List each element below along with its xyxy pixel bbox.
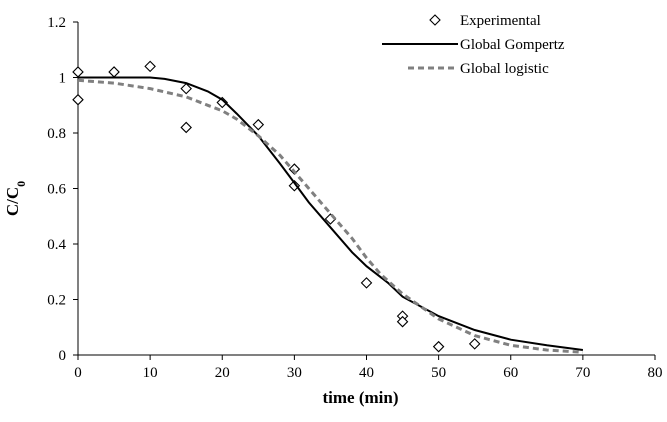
y-axis-ticks: 0 0.2 0.4 0.6 0.8 1 1.2 bbox=[47, 15, 78, 364]
x-tick-label: 60 bbox=[503, 365, 518, 381]
data-point-experimental bbox=[252, 118, 265, 131]
legend-label-global-gompertz: Global Gompertz bbox=[460, 37, 565, 53]
series-line-global-gompertz bbox=[78, 76, 584, 351]
data-point-experimental bbox=[288, 163, 301, 175]
legend-item-global-gompertz: Global Gompertz bbox=[382, 37, 565, 53]
legend-item-experimental: Experimental bbox=[429, 13, 541, 29]
data-point-experimental bbox=[72, 66, 84, 78]
x-tick-label: 70 bbox=[575, 365, 590, 381]
series-experimental bbox=[72, 60, 481, 353]
y-axis-title-main: C/C bbox=[3, 187, 22, 216]
x-axis-ticks: 0 10 20 30 40 50 60 70 80 bbox=[74, 355, 663, 381]
axes bbox=[77, 22, 655, 356]
data-point-experimental bbox=[180, 82, 192, 95]
x-axis-title: time (min) bbox=[322, 388, 398, 407]
x-tick-label: 40 bbox=[359, 365, 374, 381]
x-tick-label: 20 bbox=[215, 365, 230, 381]
legend-label-global-logistic: Global logistic bbox=[460, 61, 549, 77]
series-layer bbox=[72, 60, 584, 354]
data-point-experimental bbox=[288, 179, 301, 192]
x-tick-label: 0 bbox=[74, 365, 82, 381]
x-tick-label: 30 bbox=[287, 365, 302, 381]
legend-item-global-logistic: Global logistic bbox=[408, 61, 549, 77]
legend: Experimental Global Gompertz Global logist… bbox=[382, 13, 565, 77]
y-tick-label: 0.6 bbox=[47, 182, 66, 198]
y-axis-title: C/C0 bbox=[3, 181, 28, 216]
data-point-experimental bbox=[432, 340, 445, 353]
y-axis-title-subscript: 0 bbox=[14, 181, 28, 187]
data-point-experimental bbox=[396, 315, 409, 328]
legend-marker-experimental bbox=[429, 14, 441, 26]
x-tick-label: 50 bbox=[431, 365, 446, 381]
data-point-experimental bbox=[180, 121, 192, 134]
y-tick-label: 1 bbox=[59, 71, 67, 87]
data-point-experimental bbox=[360, 277, 373, 289]
y-tick-label: 1.2 bbox=[47, 15, 66, 31]
legend-label-experimental: Experimental bbox=[460, 13, 541, 29]
data-point-experimental bbox=[468, 338, 481, 350]
series-global-gompertz bbox=[78, 76, 584, 351]
data-point-experimental bbox=[72, 93, 84, 106]
x-tick-label: 80 bbox=[648, 365, 663, 381]
data-point-experimental bbox=[108, 66, 120, 78]
x-tick-label: 10 bbox=[143, 365, 158, 381]
series-global-logistic bbox=[77, 78, 583, 354]
data-point-experimental bbox=[216, 96, 229, 109]
series-line-global-logistic bbox=[77, 78, 583, 354]
y-tick-label: 0 bbox=[59, 348, 67, 364]
y-tick-label: 0.2 bbox=[47, 293, 66, 309]
y-tick-label: 0.8 bbox=[47, 126, 66, 142]
data-point-experimental bbox=[144, 60, 156, 73]
y-tick-label: 0.4 bbox=[47, 237, 66, 253]
